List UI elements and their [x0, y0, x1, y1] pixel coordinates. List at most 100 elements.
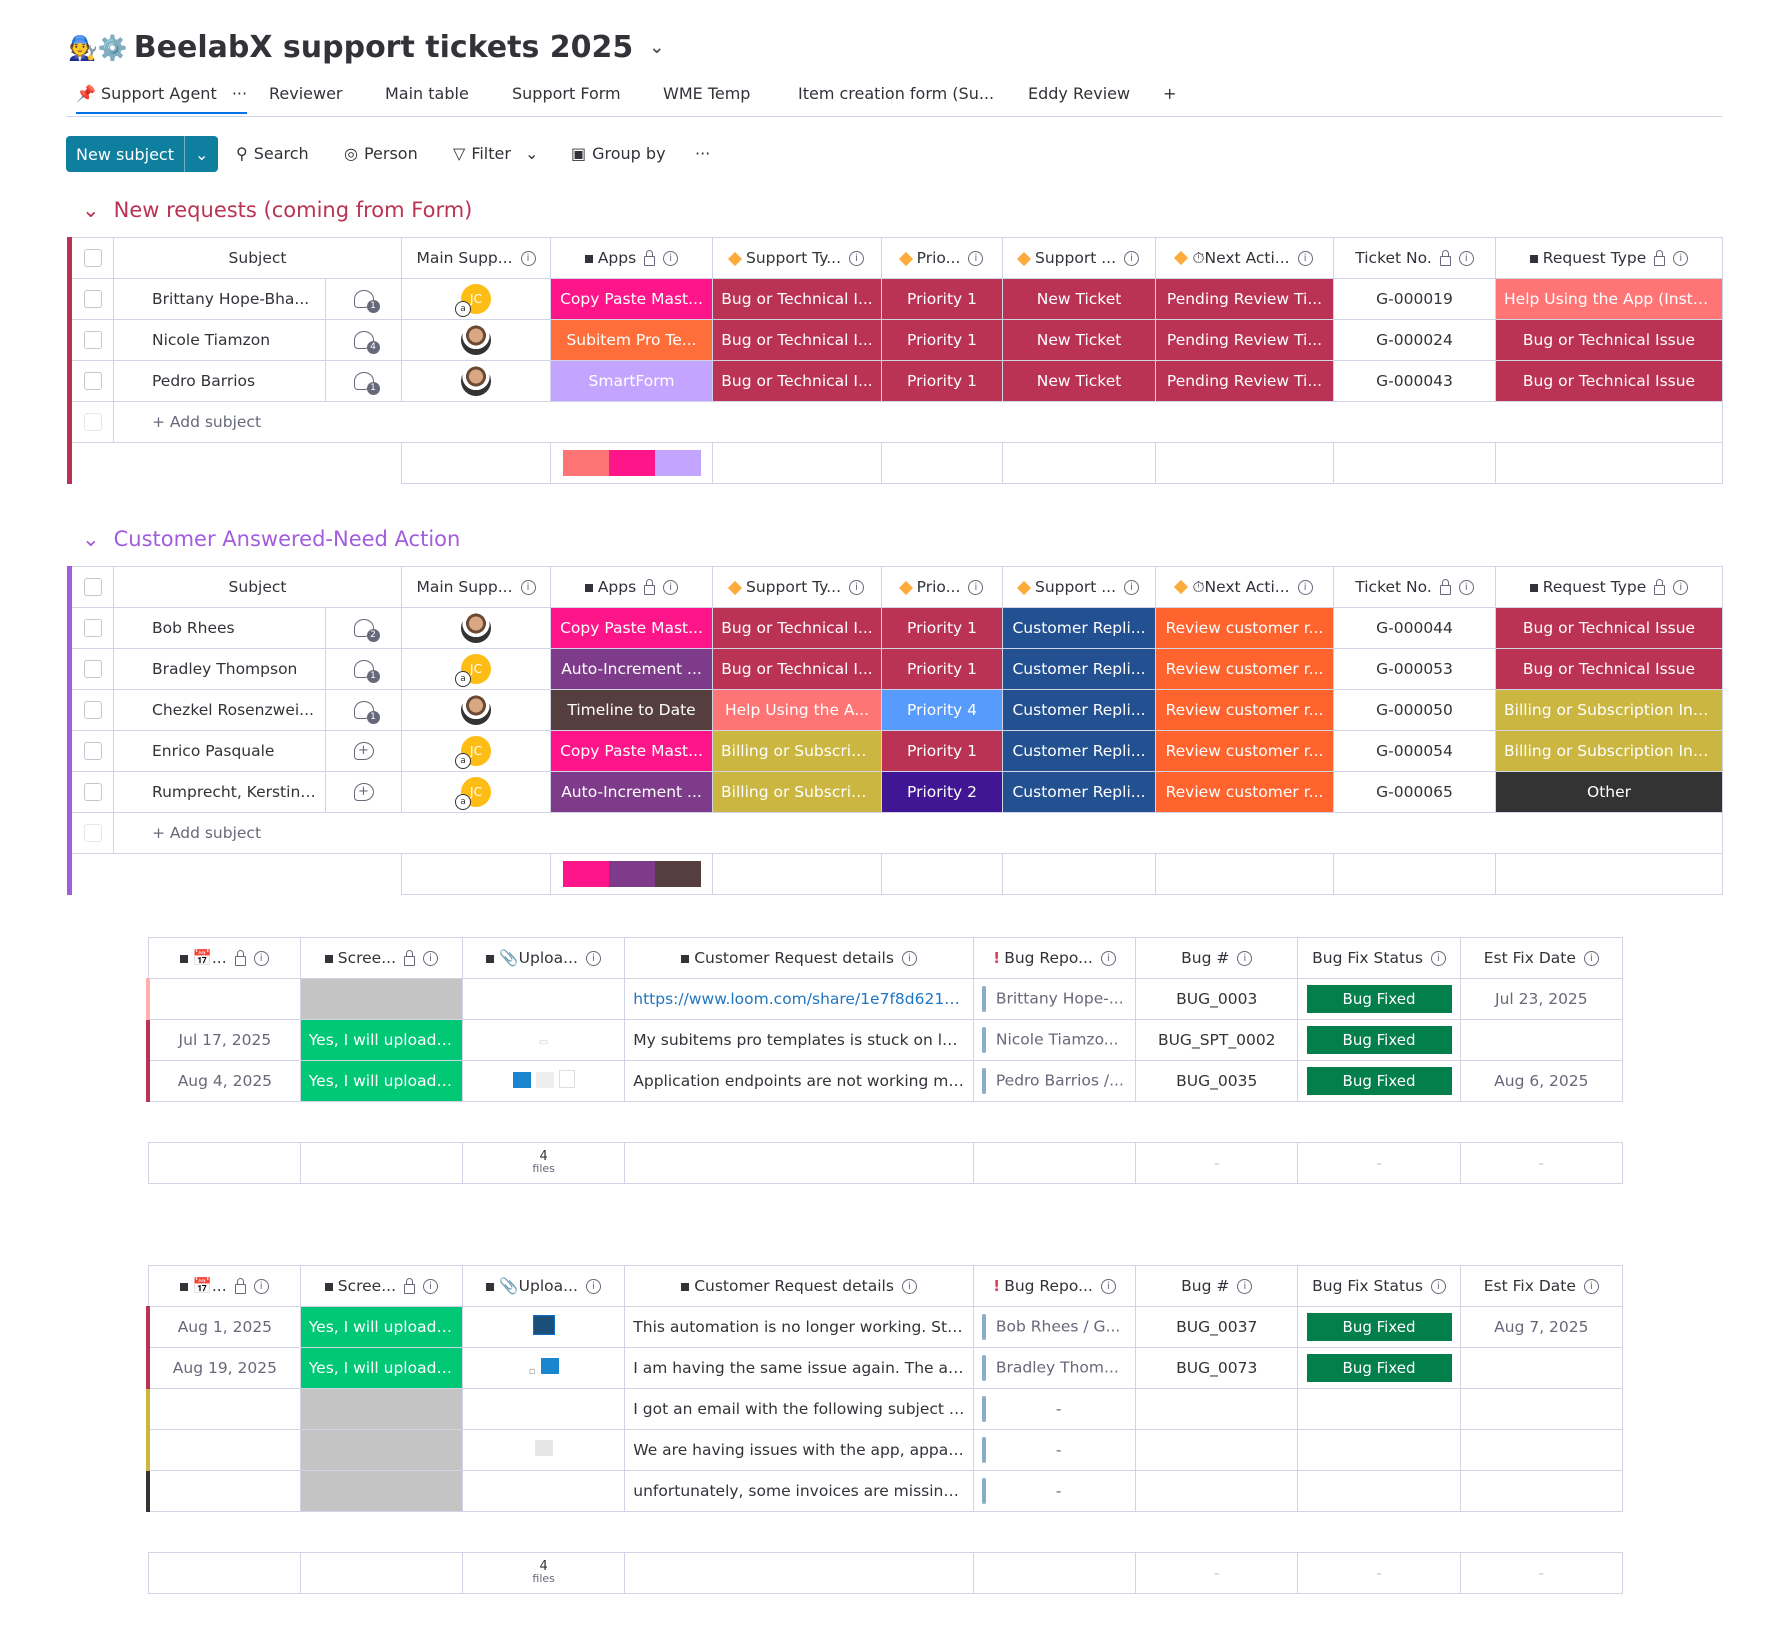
screenshot-status[interactable]: Yes, I will upload ... [299, 1019, 464, 1061]
screenshot-status[interactable]: Yes, I will upload ... [299, 1306, 464, 1348]
updates-cell[interactable]: 1 [324, 278, 403, 320]
support-status[interactable]: Customer Repli... [1002, 689, 1157, 731]
customer-request-details-cell[interactable]: We are having issues with the app, appar… [624, 1429, 974, 1471]
bug-no-cell[interactable] [1135, 1470, 1299, 1512]
support-type-status[interactable]: Billing or Subscrip... [712, 730, 883, 772]
apps-status[interactable]: Subitem Pro Te... [550, 319, 714, 361]
main-support-cell[interactable]: JC a [401, 771, 552, 813]
priority-status[interactable]: Priority 1 [881, 607, 1004, 649]
screenshot-status[interactable] [299, 1429, 464, 1471]
updates-cell[interactable]: 4 [324, 319, 403, 361]
request-type-status[interactable]: Help Using the App (Instal... [1495, 278, 1724, 320]
bug-fix-status-cell[interactable]: Bug Fixed [1297, 1347, 1461, 1389]
priority-status[interactable]: Priority 1 [881, 730, 1004, 772]
est-fix-date-cell[interactable] [1459, 1388, 1624, 1430]
date-cell[interactable]: Aug 19, 2025 [145, 1347, 301, 1389]
row-checkbox[interactable] [69, 730, 114, 772]
row-checkbox[interactable] [69, 771, 114, 813]
customer-request-details-cell[interactable]: I am having the same issue again. The au… [624, 1347, 974, 1389]
board-title[interactable]: 🧑‍🔧⚙️ BeelabX support tickets 2025 ⌄ [68, 30, 664, 65]
next-action-status[interactable]: Review customer r... [1155, 648, 1335, 690]
support-type-status[interactable]: Help Using the A... [712, 689, 883, 731]
screenshot-status[interactable] [299, 1388, 464, 1430]
subject-cell[interactable]: Brittany Hope-Bha... [113, 278, 326, 320]
bug-fix-status[interactable]: Bug Fixed [1306, 1354, 1452, 1382]
bug-no-cell[interactable] [1135, 1388, 1299, 1430]
upload-cell[interactable] [462, 1060, 626, 1102]
avatar[interactable]: JC a [455, 736, 492, 769]
est-fix-date-cell[interactable]: Aug 6, 2025 [1459, 1060, 1624, 1102]
row-checkbox[interactable] [69, 607, 114, 649]
apps-status[interactable]: Copy Paste Mast... [550, 730, 714, 772]
col-priority[interactable]: Prio... i [881, 566, 1004, 608]
col-next-action[interactable]: ⏱Next Acti... i [1155, 566, 1335, 608]
tab-wme-temp[interactable]: WME Temp [663, 84, 751, 103]
chevron-down-icon[interactable]: ⌄ [649, 37, 665, 58]
bug-report-cell[interactable]: - [972, 1429, 1137, 1471]
bug-report-cell[interactable]: Pedro Barrios /... [972, 1060, 1137, 1102]
support-type-status[interactable]: Bug or Technical I... [712, 607, 883, 649]
avatar[interactable] [461, 613, 492, 643]
bug-fix-status[interactable]: Bug Fixed [1306, 1313, 1452, 1341]
main-support-cell[interactable] [401, 689, 552, 731]
col-next-action[interactable]: ⏱Next Acti... i [1155, 237, 1335, 279]
updates-icon[interactable]: 4 [353, 331, 380, 355]
bug-no-cell[interactable]: BUG_0073 [1135, 1347, 1299, 1389]
bug-fix-status[interactable]: Bug Fixed [1306, 1067, 1452, 1095]
screenshot-status[interactable] [299, 1470, 464, 1512]
avatar[interactable]: JC a [455, 284, 492, 317]
chevron-down-icon[interactable]: ⌄ [82, 198, 100, 222]
apps-status[interactable]: Copy Paste Mast... [550, 607, 714, 649]
tab-support-agent[interactable]: 📌 Support Agent ··· [76, 84, 248, 114]
bug-fix-status[interactable]: Bug Fixed [1306, 985, 1452, 1013]
col-support-status[interactable]: Support ... i [1002, 237, 1157, 279]
customer-request-details-cell[interactable]: Application endpoints are not working me… [624, 1060, 974, 1102]
bug-report-cell[interactable]: Brittany Hope-... [972, 978, 1137, 1020]
row-checkbox[interactable] [69, 648, 114, 690]
subject-cell[interactable]: Chezkel Rosenzwei... [113, 689, 326, 731]
bug-fix-status-cell[interactable] [1297, 1429, 1461, 1471]
col-subject[interactable]: Subject [112, 566, 403, 608]
table-row[interactable]: Aug 19, 2025 Yes, I will upload ... ▫ I … [145, 1347, 1624, 1389]
main-support-cell[interactable] [401, 360, 552, 402]
next-action-status[interactable]: Pending Review Ti... [1155, 278, 1335, 320]
col-bug-report[interactable]: ! Bug Repo... i [972, 1265, 1137, 1307]
bug-report-cell[interactable]: Bradley Thom... [972, 1347, 1137, 1389]
add-update-icon[interactable]: + [353, 742, 374, 761]
col-support-type[interactable]: Support Ty... i [712, 237, 883, 279]
col-support-type[interactable]: Support Ty... i [712, 566, 883, 608]
avatar[interactable] [461, 695, 492, 725]
chevron-down-icon[interactable]: ⌄ [82, 527, 100, 551]
priority-status[interactable]: Priority 1 [881, 278, 1004, 320]
next-action-status[interactable]: Pending Review Ti... [1155, 360, 1335, 402]
person-filter-button[interactable]: ◎ Person [344, 144, 418, 163]
tab-reviewer[interactable]: Reviewer [269, 84, 343, 103]
priority-status[interactable]: Priority 2 [881, 771, 1004, 813]
support-type-status[interactable]: Bug or Technical I... [712, 319, 883, 361]
bug-report-cell[interactable]: - [972, 1470, 1137, 1512]
col-date[interactable]: 📅... i [147, 937, 301, 979]
add-subject-input[interactable]: + Add subject [112, 812, 1724, 854]
tab-support-form[interactable]: Support Form [512, 84, 621, 103]
date-cell[interactable] [145, 978, 301, 1020]
col-bug-report[interactable]: ! Bug Repo... i [972, 937, 1137, 979]
customer-request-details-cell[interactable]: This automation is no longer working. St… [624, 1306, 974, 1348]
apps-status[interactable]: Timeline to Date [550, 689, 714, 731]
subject-cell[interactable]: Bradley Thompson [113, 648, 326, 690]
main-support-cell[interactable]: JC a [401, 278, 552, 320]
bug-fix-status-cell[interactable]: Bug Fixed [1297, 1060, 1461, 1102]
col-support-status[interactable]: Support ... i [1002, 566, 1157, 608]
est-fix-date-cell[interactable] [1459, 1429, 1624, 1471]
avatar[interactable]: JC a [455, 777, 492, 810]
support-status[interactable]: New Ticket [1002, 319, 1157, 361]
col-est-fix-date[interactable]: Est Fix Date i [1459, 937, 1624, 979]
col-apps[interactable]: Apps i [550, 566, 714, 608]
updates-icon[interactable]: 1 [353, 372, 380, 396]
more-icon[interactable]: ··· [231, 84, 248, 103]
col-date[interactable]: 📅... i [147, 1265, 301, 1307]
updates-cell[interactable]: 1 [324, 360, 403, 402]
date-cell[interactable] [145, 1470, 301, 1512]
col-upload[interactable]: 📎Uploa... i [462, 1265, 626, 1307]
table-row[interactable]: Rumprecht, Kerstin ... + JC a Auto-Increm… [69, 771, 1724, 813]
bug-report-cell[interactable]: Nicole Tiamzo... [972, 1019, 1137, 1061]
